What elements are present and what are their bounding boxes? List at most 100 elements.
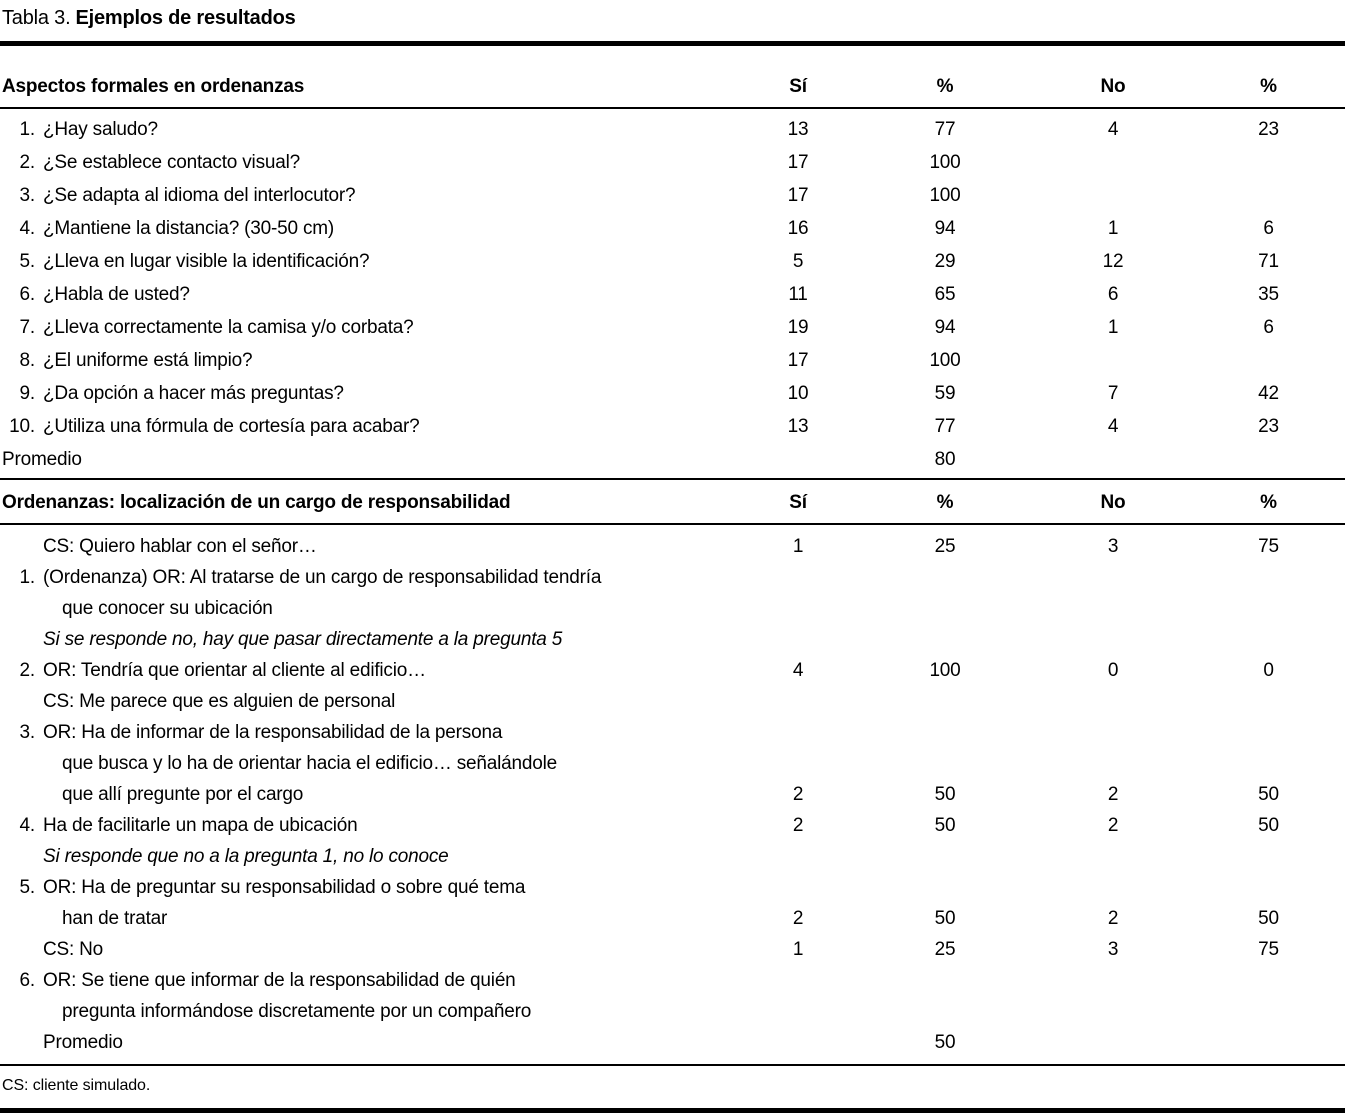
section2-header-row: Ordenanzas: localización de un cargo de … [0, 480, 1345, 523]
cell-pct-si: 94 [934, 218, 956, 239]
bottom-padding [0, 1113, 1345, 1119]
instruction-row: Si se responde no, hay que pasar directa… [0, 624, 1345, 655]
row-label: OR: Tendría que orientar al cliente al e… [43, 660, 426, 681]
cell-pct-si: 100 [929, 660, 961, 681]
cell-si: 13 [787, 119, 809, 140]
cell-pct-si: 80 [934, 449, 956, 470]
table-row: 10. ¿Utiliza una fórmula de cortesía para… [0, 410, 1345, 443]
col-header-pct2: % [1260, 76, 1277, 97]
row-label: ¿El uniforme está limpio? [43, 350, 253, 371]
table-row: 7. ¿Lleva correctamente la camisa y/o cor… [0, 311, 1345, 344]
section1-title: Aspectos formales en ordenanzas [2, 76, 305, 97]
row-number: 6. [19, 284, 36, 305]
cell-pct-no: 75 [1258, 939, 1279, 960]
row-label: (Ordenanza) OR: Al tratarse de un cargo … [43, 567, 602, 619]
table-number: Tabla 3. [2, 7, 71, 29]
cell-si: 17 [787, 185, 809, 206]
table-row: CS: Quiero hablar con el señor… 1 25 3 7… [0, 531, 1345, 562]
cell-si: 17 [787, 152, 809, 173]
col-header-si: Sí [789, 492, 807, 513]
cell-pct-no: 50 [1258, 908, 1279, 929]
row-number: 2. [19, 152, 36, 173]
cell-si: 5 [792, 251, 804, 272]
cell-no: 1 [1107, 317, 1119, 338]
row-number: 7. [19, 317, 36, 338]
cell-si: 1 [792, 536, 804, 557]
table-row: 1. (Ordenanza) OR: Al tratarse de un car… [0, 562, 1345, 624]
row-label: OR: Ha de preguntar su responsabilidad o… [43, 877, 526, 929]
row-label: ¿Se adapta al idioma del interlocutor? [43, 185, 356, 206]
table-row: 1. ¿Hay saludo? 13 77 4 23 [0, 113, 1345, 146]
cell-pct-si: 50 [934, 908, 956, 929]
cell-no: 4 [1107, 416, 1119, 437]
table-row: 9. ¿Da opción a hacer más preguntas? 10 5… [0, 377, 1345, 410]
row-label: ¿Habla de usted? [43, 284, 190, 305]
cell-pct-no: 0 [1263, 660, 1274, 681]
table-row: 4. ¿Mantiene la distancia? (30-50 cm) 16 … [0, 212, 1345, 245]
cell-pct-si: 59 [934, 383, 956, 404]
col-header-pct1: % [936, 76, 954, 97]
table-title-text: Ejemplos de resultados [75, 7, 296, 29]
cell-si: 17 [787, 350, 809, 371]
row-label: Promedio [2, 449, 82, 470]
row-label: CS: Me parece que es alguien de personal [43, 691, 396, 712]
col-header-pct2: % [1260, 492, 1277, 513]
section2-title: Ordenanzas: localización de un cargo de … [2, 492, 511, 513]
cell-si: 16 [787, 218, 809, 239]
row-label: ¿Mantiene la distancia? (30-50 cm) [43, 218, 335, 239]
cell-pct-si: 100 [929, 185, 961, 206]
table-row: 6. ¿Habla de usted? 11 65 6 35 [0, 278, 1345, 311]
row-number: 5. [19, 877, 36, 898]
cell-pct-si: 77 [934, 119, 956, 140]
row-label: CS: Quiero hablar con el señor… [43, 536, 317, 557]
cell-si: 10 [787, 383, 809, 404]
cell-pct-si: 77 [934, 416, 956, 437]
cell-pct-si: 50 [934, 815, 956, 836]
cell-no: 2 [1107, 815, 1119, 836]
row-number: 1. [19, 119, 36, 140]
row-label: ¿Lleva en lugar visible la identificació… [43, 251, 370, 272]
cell-no: 0 [1107, 660, 1119, 681]
cell-si: 4 [792, 660, 804, 681]
row-number: 1. [19, 567, 36, 588]
cell-no: 7 [1107, 383, 1119, 404]
cell-pct-si: 50 [934, 1032, 956, 1053]
table-row: 4. Ha de facilitarle un mapa de ubicació… [0, 810, 1345, 841]
top-rule [0, 41, 1345, 46]
row-number: 3. [19, 722, 36, 743]
row-label: OR: Ha de informar de la responsabilidad… [43, 722, 557, 805]
cell-pct-no: 71 [1258, 251, 1279, 272]
cell-si: 11 [788, 284, 808, 305]
cell-pct-no: 23 [1258, 416, 1279, 437]
cell-no: 12 [1102, 251, 1124, 272]
cell-no: 3 [1107, 536, 1119, 557]
cell-pct-si: 65 [934, 284, 956, 305]
cell-si: 1 [792, 939, 804, 960]
table-footnote: CS: cliente simulado. [2, 1077, 151, 1094]
row-label: Promedio [43, 1032, 123, 1053]
table-row: 6. OR: Se tiene que informar de la respo… [0, 965, 1345, 1027]
row-number: 6. [19, 970, 36, 991]
cell-pct-si: 29 [934, 251, 956, 272]
cell-si: 2 [792, 908, 804, 929]
cell-no: 1 [1107, 218, 1119, 239]
row-number: 4. [19, 218, 36, 239]
row-number: 9. [19, 383, 36, 404]
bottom-rule [0, 1108, 1345, 1113]
table-row: 5. ¿Lleva en lugar visible la identificac… [0, 245, 1345, 278]
section2-body: CS: Quiero hablar con el señor… 1 25 3 7… [0, 525, 1345, 1064]
row-number: 3. [19, 185, 36, 206]
row-number: 5. [19, 251, 36, 272]
cell-no: 6 [1107, 284, 1119, 305]
table-row: 2. ¿Se establece contacto visual? 17 100 [0, 146, 1345, 179]
table-row: CS: No 1 25 3 75 [0, 934, 1345, 965]
table-row: 3. ¿Se adapta al idioma del interlocutor?… [0, 179, 1345, 212]
section1-header-rule [0, 107, 1345, 109]
cell-pct-si: 94 [934, 317, 956, 338]
cell-si: 13 [787, 416, 809, 437]
row-label: ¿Da opción a hacer más preguntas? [43, 383, 344, 404]
table-title: Tabla 3. Ejemplos de resultados [0, 0, 1345, 41]
row-number: 10. [9, 416, 35, 437]
row-label: ¿Lleva correctamente la camisa y/o corba… [43, 317, 414, 338]
row-label: ¿Hay saludo? [43, 119, 158, 140]
